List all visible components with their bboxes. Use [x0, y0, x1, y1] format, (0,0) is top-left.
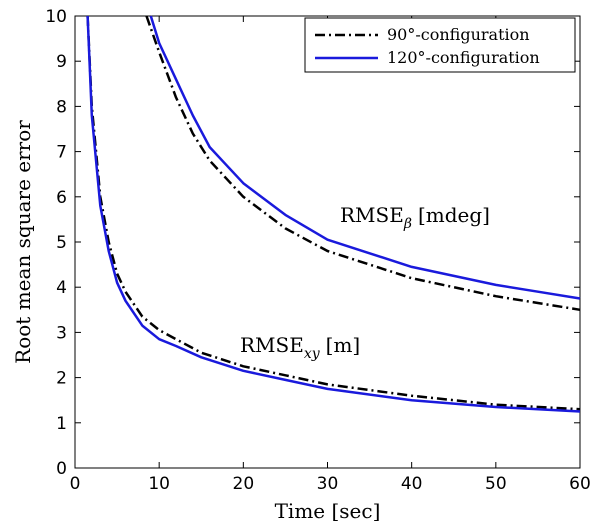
x-tick-label: 20	[233, 474, 255, 494]
y-tick-label: 4	[56, 278, 67, 298]
series-line-beta-90	[145, 15, 581, 312]
series-line-beta-120	[149, 15, 581, 300]
series-lines	[86, 15, 581, 413]
series-line-xy-120	[86, 15, 581, 413]
y-tick-label: 0	[56, 459, 67, 479]
y-tick-label: 3	[56, 323, 67, 343]
y-tick-label: 1	[56, 414, 67, 434]
x-tick-label: 10	[148, 474, 170, 494]
annotation-rmse-xy: RMSExy [m]	[240, 333, 360, 362]
legend-label-90: 90°-configuration	[387, 25, 530, 44]
x-tick-label: 60	[569, 474, 591, 494]
x-tick-label: 50	[485, 474, 507, 494]
y-tick-label: 2	[56, 369, 67, 389]
y-tick-label: 8	[56, 97, 67, 117]
annotation-rmse-beta: RMSEβ [mdeg]	[340, 203, 490, 232]
x-axis-label: Time [sec]	[275, 499, 381, 523]
y-tick-label: 6	[56, 188, 67, 208]
plot-area	[74, 15, 581, 469]
y-tick-label: 9	[56, 52, 67, 72]
x-tick-label: 40	[401, 474, 423, 494]
y-axis-label: Root mean square error	[11, 120, 35, 364]
series-line-xy-90	[86, 15, 581, 411]
y-tick-label: 5	[56, 233, 67, 253]
y-tick-label: 10	[45, 7, 67, 27]
axis-ticks: 0 10 20 30 40 50 60 0 1 2 3 4 5 6 7 8 9 10	[45, 7, 590, 494]
legend-box	[304, 17, 576, 73]
x-tick-label: 30	[317, 474, 339, 494]
y-tick-label: 7	[56, 143, 67, 163]
legend: 90°-configuration 120°-configuration	[304, 17, 576, 73]
legend-label-120: 120°-configuration	[387, 48, 540, 67]
x-tick-label: 0	[70, 474, 81, 494]
